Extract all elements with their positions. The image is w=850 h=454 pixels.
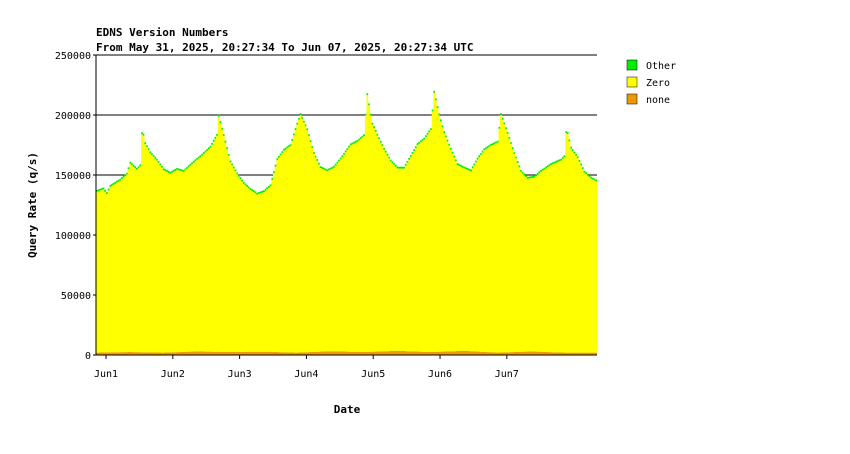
- area-series-other: [96, 90, 597, 195]
- legend-swatch-none: [626, 93, 638, 105]
- x-axis-ticks: Jun1 Jun2 Jun3 Jun4 Jun5 Jun6 Jun7: [94, 355, 519, 380]
- axes: [95, 55, 597, 356]
- legend-label-other: Other: [646, 61, 676, 72]
- x-tick-label: Jun1: [94, 369, 118, 380]
- x-axis-title: Date: [334, 403, 361, 416]
- x-tick-label: Jun7: [495, 369, 519, 380]
- legend-label-zero: Zero: [646, 78, 670, 89]
- chart-subtitle: From May 31, 2025, 20:27:34 To Jun 07, 2…: [96, 41, 474, 54]
- x-tick-label: Jun6: [428, 369, 452, 380]
- y-axis-title: Query Rate (q/s): [26, 152, 39, 258]
- y-tick-label: 250000: [55, 51, 91, 62]
- y-tick-label: 50000: [61, 291, 91, 302]
- legend-swatch-zero: [626, 76, 638, 88]
- legend-label-none: none: [646, 95, 670, 106]
- legend-swatch-other: [626, 59, 638, 71]
- area-series-zero: [96, 92, 597, 353]
- y-tick-label: 150000: [55, 171, 91, 182]
- x-tick-label: Jun3: [228, 369, 252, 380]
- y-tick-label: 0: [85, 351, 91, 362]
- legend: Other Zero none: [626, 59, 676, 106]
- y-tick-label: 100000: [55, 231, 91, 242]
- y-tick-label: 200000: [55, 111, 91, 122]
- x-tick-label: Jun2: [161, 369, 185, 380]
- chart-title: EDNS Version Numbers: [96, 26, 228, 39]
- area-series-none: [96, 350, 597, 355]
- stacked-areas: [96, 90, 597, 355]
- y-axis-ticks: 0 50000 100000 150000 200000 250000: [55, 51, 96, 362]
- x-tick-label: Jun4: [294, 369, 318, 380]
- x-tick-label: Jun5: [361, 369, 385, 380]
